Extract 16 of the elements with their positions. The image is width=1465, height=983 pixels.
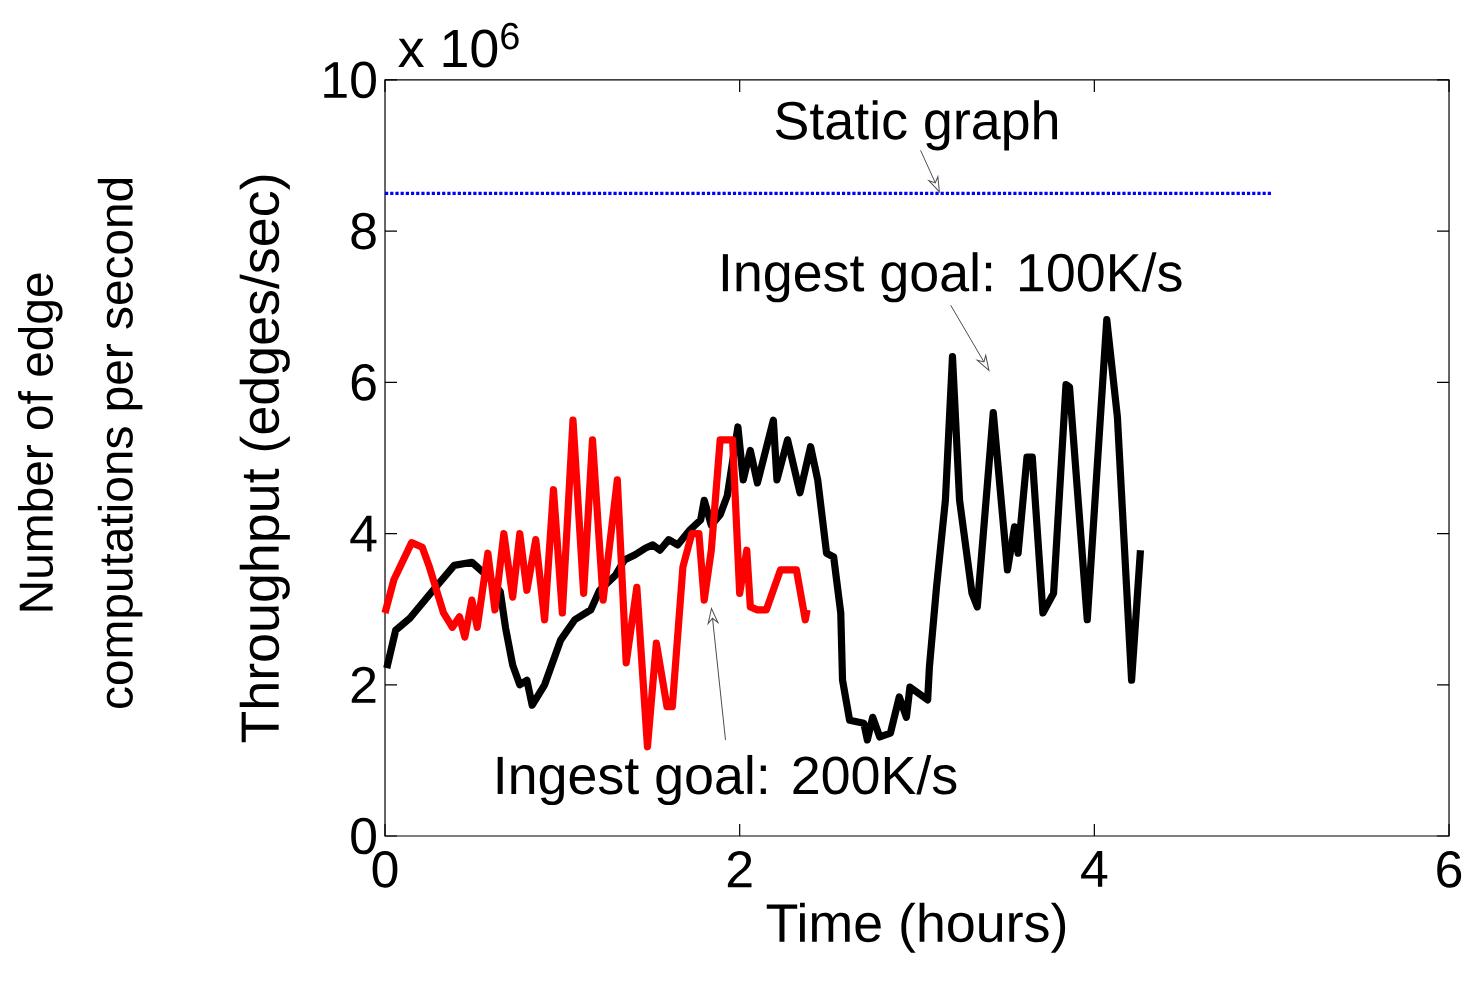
y-tick-label: 10: [324, 61, 376, 99]
y-tick-label: 2: [351, 666, 376, 703]
y-axis-title: Throughput (edges/sec): [239, 175, 290, 743]
text: computations per second: [97, 178, 143, 708]
y-tick-label: 8: [351, 212, 376, 250]
annotation: Static graph: [775, 100, 1058, 151]
text: Number of edge: [17, 273, 63, 611]
x-tick-label: 4: [1081, 851, 1108, 887]
text: x 10$^{6}$: [398, 22, 519, 68]
x-axis-title: Time (hours): [766, 902, 1066, 953]
x-tick-label: 2: [727, 851, 752, 888]
annotation: Ingest goal: 200K/s: [497, 754, 957, 806]
annotation: Ingest goal: 100K/s: [722, 252, 1182, 303]
x-tick-label: 6: [1437, 851, 1462, 888]
y-tick-label: 6: [351, 364, 376, 401]
y-tick-label: 4: [350, 515, 377, 552]
